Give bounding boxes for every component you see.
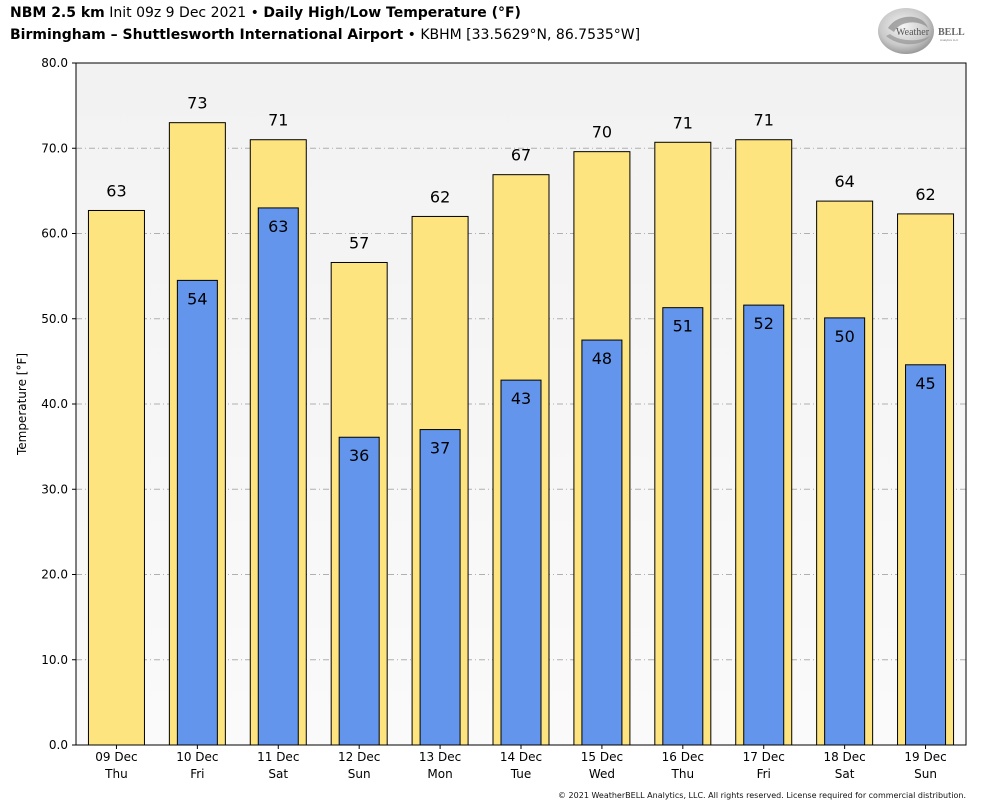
x-tick-label-date: 11 Dec (257, 750, 299, 764)
low-temp-label: 63 (268, 217, 288, 236)
init-time: Init 09z 9 Dec 2021 (104, 5, 247, 21)
low-temp-label: 36 (349, 446, 369, 465)
x-tick-label-day: Sun (914, 767, 937, 781)
weatherbell-logo: Weather BELL Analytics LLC (878, 8, 965, 54)
low-temp-bar (662, 307, 704, 746)
y-tick-label: 30.0 (41, 482, 68, 496)
x-tick-label-day: Sat (835, 767, 855, 781)
y-tick-label: 20.0 (41, 568, 68, 582)
y-tick-label: 10.0 (41, 653, 68, 667)
x-tick-label-day: Fri (757, 767, 771, 781)
x-tick-label-day: Wed (589, 767, 615, 781)
low-temp-bar (500, 379, 542, 746)
high-temp-label: 71 (754, 111, 774, 130)
low-temp-bar (419, 429, 461, 746)
low-temp-bar (257, 207, 299, 746)
low-temp-label: 50 (834, 327, 854, 346)
logo-text-weather: Weather (896, 27, 930, 38)
x-tick-label-date: 17 Dec (743, 750, 785, 764)
high-temp-label: 70 (592, 123, 612, 142)
x-tick-label-day: Thu (671, 767, 695, 781)
high-temp-label: 57 (349, 233, 369, 252)
y-axis-label: Temperature [°F] (15, 353, 29, 456)
x-tick-label-day: Mon (427, 767, 452, 781)
x-tick-label-date: 16 Dec (662, 750, 704, 764)
low-temp-label: 51 (673, 317, 693, 336)
low-temp-label: 52 (754, 314, 774, 333)
y-tick-label: 70.0 (41, 141, 68, 155)
y-tick-label: 50.0 (41, 312, 68, 326)
station-separator: • (403, 27, 421, 43)
y-tick-label: 80.0 (41, 56, 68, 70)
station-coords: KBHM [33.5629°N, 86.7535°W] (420, 27, 641, 43)
x-tick-label-day: Sat (268, 767, 288, 781)
high-temp-label: 62 (430, 187, 450, 206)
low-temp-label: 54 (187, 289, 207, 308)
high-temp-label: 71 (673, 113, 693, 132)
x-tick-label-date: 10 Dec (176, 750, 218, 764)
title-separator: • (246, 5, 264, 21)
y-tick-label: 40.0 (41, 397, 68, 411)
low-temp-label: 45 (915, 374, 935, 393)
model-name: NBM 2.5 km (10, 5, 105, 21)
x-tick-label-date: 13 Dec (419, 750, 461, 764)
y-tick-label: 0.0 (49, 738, 68, 752)
x-tick-label-date: 14 Dec (500, 750, 542, 764)
low-temp-label: 37 (430, 439, 450, 458)
low-temp-bar (581, 339, 623, 746)
high-temp-label: 73 (187, 94, 207, 113)
low-temp-label: 48 (592, 349, 612, 368)
chart-title-line-2: Birmingham – Shuttlesworth International… (10, 27, 640, 43)
low-temp-label: 43 (511, 389, 531, 408)
x-tick-label-day: Sun (348, 767, 371, 781)
high-temp-label: 63 (106, 181, 126, 200)
high-temp-label: 64 (834, 172, 854, 191)
logo-subtext: Analytics LLC (940, 38, 959, 42)
chart-title-line-1: NBM 2.5 km Init 09z 9 Dec 2021 • Daily H… (10, 5, 521, 21)
low-temp-bar (743, 304, 785, 746)
low-temp-bar (176, 279, 218, 746)
y-tick-label: 60.0 (41, 227, 68, 241)
x-tick-label-day: Tue (510, 767, 532, 781)
x-tick-label-day: Thu (104, 767, 128, 781)
high-temp-label: 71 (268, 111, 288, 130)
chart-title: Daily High/Low Temperature (°F) (263, 5, 521, 21)
x-tick-label-date: 15 Dec (581, 750, 623, 764)
copyright-notice: © 2021 WeatherBELL Analytics, LLC. All r… (558, 791, 966, 800)
x-tick-label-date: 09 Dec (95, 750, 137, 764)
logo-text-bell: BELL (938, 27, 965, 38)
x-tick-label-date: 12 Dec (338, 750, 380, 764)
low-temp-bar (338, 436, 380, 746)
high-temp-label: 62 (915, 185, 935, 204)
low-temp-bar (905, 364, 947, 746)
x-tick-label-date: 18 Dec (823, 750, 865, 764)
x-tick-label-date: 19 Dec (904, 750, 946, 764)
x-tick-label-day: Fri (190, 767, 204, 781)
high-temp-label: 67 (511, 146, 531, 165)
station-name: Birmingham – Shuttlesworth International… (10, 27, 404, 43)
low-temp-bar (824, 317, 866, 746)
high-temp-bar (87, 209, 145, 746)
